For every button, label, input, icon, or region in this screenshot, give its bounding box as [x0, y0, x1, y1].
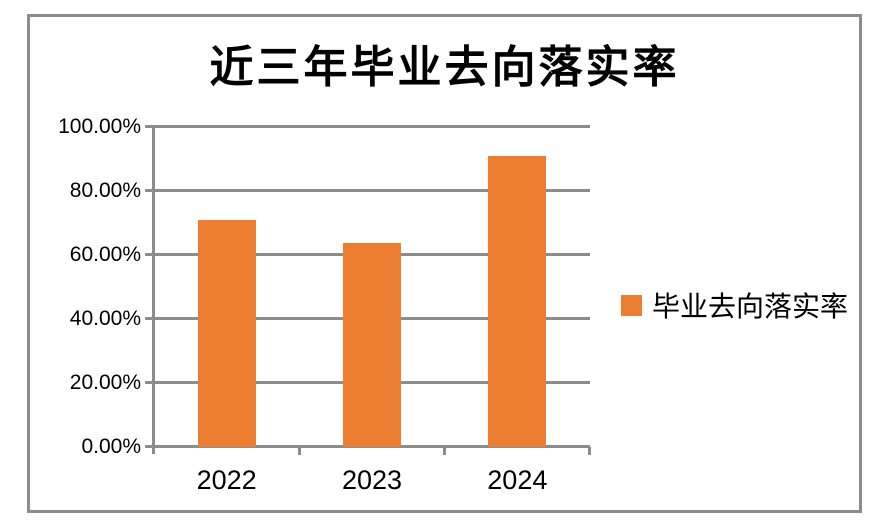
gridline — [145, 189, 590, 192]
legend: 毕业去向落实率 — [621, 285, 848, 325]
x-tick-label: 2022 — [196, 465, 257, 495]
y-tick-label: 0.00% — [81, 435, 141, 458]
x-tick-label: 2024 — [487, 465, 548, 495]
y-tick-label: 20.00% — [69, 371, 141, 394]
chart-frame: 近三年毕业去向落实率 0.00% 20.00% 40.00% 60.00% 80.00%… — [27, 14, 862, 513]
legend-label: 毕业去向落实率 — [652, 290, 849, 323]
bar — [488, 156, 547, 447]
x-tick-label: 2023 — [341, 465, 403, 495]
plot-area: 0.00% 20.00% 40.00% 60.00% 80.00% 100.00% 2022… — [58, 115, 591, 495]
y-tick-label: 100.00% — [58, 115, 141, 138]
y-axis-line — [152, 127, 155, 454]
x-axis-tick — [443, 447, 447, 455]
y-tick-label: 80.00% — [69, 179, 141, 202]
bar — [343, 242, 401, 447]
x-axis-tick — [588, 447, 591, 455]
x-axis-tick — [297, 447, 301, 455]
legend-swatch-icon — [621, 294, 642, 316]
gridline — [145, 125, 590, 128]
chart-title: 近三年毕业去向落实率 — [209, 42, 680, 93]
y-tick-label: 40.00% — [69, 307, 141, 330]
bar — [197, 220, 256, 447]
y-tick-label: 60.00% — [69, 243, 141, 266]
